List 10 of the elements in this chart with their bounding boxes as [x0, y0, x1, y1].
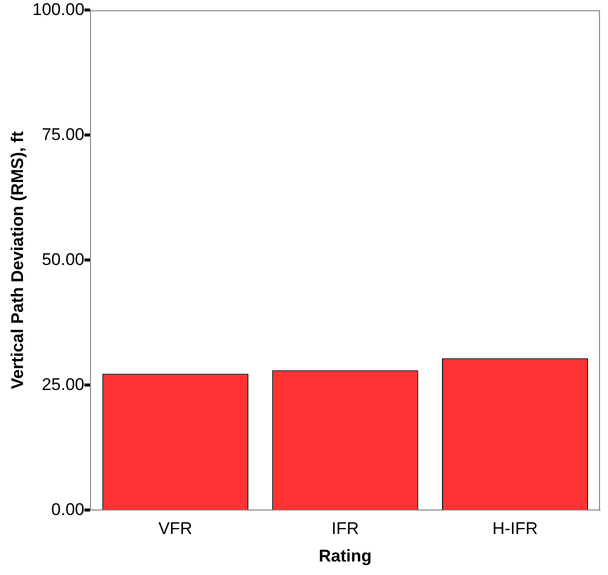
y-tick-label: 0.00	[51, 500, 84, 519]
y-tick-label: 100.00	[32, 0, 84, 19]
x-axis-title: Rating	[318, 546, 372, 566]
x-tick-label: IFR	[332, 519, 359, 538]
y-tick-label: 25.00	[42, 374, 84, 394]
y-tick-label: 75.00	[42, 124, 84, 144]
x-tick-label: VFR	[158, 519, 192, 538]
x-tick-label: H-IFR	[492, 519, 538, 538]
y-axis-title: Vertical Path Deviation (RMS), ft	[8, 130, 27, 390]
y-tick-label: 50.00	[42, 250, 84, 269]
